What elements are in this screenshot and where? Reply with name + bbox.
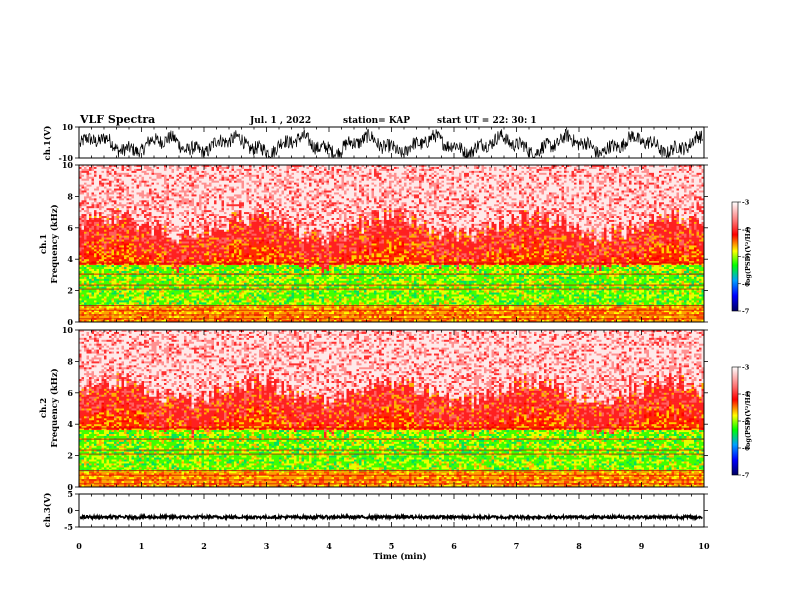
x-tick-label: 4 (326, 541, 332, 551)
y-tick-label: -5 (64, 522, 73, 532)
station-label: station= KAP (343, 116, 410, 126)
y-tick-label: 4 (67, 254, 73, 264)
colorbar-tick-label: -5 (742, 418, 750, 426)
ch2-colorbar-label: log(PSD)(V²/Hz) (744, 391, 752, 450)
x-tick-label: 7 (514, 541, 520, 551)
y-tick-label: 10 (62, 160, 74, 170)
x-tick-label: 0 (76, 541, 82, 551)
x-tick-label: 3 (264, 541, 270, 551)
y-tick-label: 10 (62, 122, 74, 132)
y-tick-label: 2 (67, 286, 73, 296)
start-time-label: start UT = 22: 30: 1 (437, 116, 537, 126)
y-tick-label: -10 (59, 153, 74, 163)
y-tick-label: 8 (67, 356, 73, 366)
y-tick-label: 6 (67, 388, 73, 398)
y-tick-label: 10 (62, 325, 74, 335)
ch1-waveform-ylabel: ch.1(V) (42, 126, 53, 161)
ch2-colorbar: -3 -4 -5 -6 -7 (731, 364, 750, 480)
colorbar-tick-label: -7 (742, 472, 749, 480)
x-tick-label: 2 (201, 541, 207, 551)
colorbar-tick-label: -3 (742, 364, 750, 372)
x-tick-label: 6 (451, 541, 457, 551)
waveform-trace (79, 512, 703, 522)
x-axis: 0 1 2 3 4 5 6 7 8 9 10 (76, 541, 710, 551)
ch1-frequency-ylabel: Frequency (kHz) (49, 204, 60, 283)
x-tick-label: 5 (389, 541, 395, 551)
y-tick-label: 5 (67, 489, 73, 499)
colorbar-tick-label: -6 (742, 445, 750, 453)
waveform-trace (79, 128, 703, 159)
colorbar-tick-label: -4 (742, 226, 750, 234)
colorbar-tick-label: -5 (742, 253, 750, 261)
ch3-waveform-ylabel: ch.3(V) (42, 493, 53, 528)
colorbar-tick-label: -3 (742, 199, 750, 207)
ch1-waveform-panel: 10 -10 (59, 122, 708, 163)
colorbar-tick-label: -4 (742, 391, 750, 399)
panel-frame (78, 493, 705, 528)
ch2-frequency-ylabel: Frequency (kHz) (49, 368, 60, 447)
colorbar-tick-label: -7 (742, 308, 749, 316)
ch1-spectrogram-panel: 0 2 4 6 8 10 (62, 160, 708, 327)
ch2-channel-label: ch.2 (39, 398, 49, 418)
y-tick-label: 0 (67, 482, 73, 492)
x-tick-label: 9 (639, 541, 645, 551)
x-tick-label: 10 (698, 541, 710, 551)
x-tick-label: 1 (139, 541, 145, 551)
ch1-colorbar: -3 -4 -5 -6 -7 (731, 199, 750, 316)
figure-title: VLF Spectra (79, 113, 155, 126)
ch3-waveform-panel: 5 0 -5 (64, 489, 708, 532)
y-tick-label: 4 (67, 419, 73, 429)
x-tick-label: 8 (576, 541, 582, 551)
ch1-channel-label: ch.1 (39, 234, 49, 254)
date-label: Jul. 1 , 2022 (249, 116, 311, 126)
y-tick-label: 0 (67, 506, 73, 516)
ch2-spectrogram-panel: 0 2 4 6 8 10 (62, 325, 708, 492)
ch1-colorbar-label: log(PSD)(V²/Hz) (744, 227, 752, 286)
x-axis-label: Time (min) (373, 551, 426, 562)
y-tick-label: 6 (67, 223, 73, 233)
y-tick-label: 8 (67, 191, 73, 201)
y-tick-label: 2 (67, 451, 73, 461)
colorbar-tick-label: -6 (742, 280, 750, 288)
y-tick-label: 0 (67, 317, 73, 327)
